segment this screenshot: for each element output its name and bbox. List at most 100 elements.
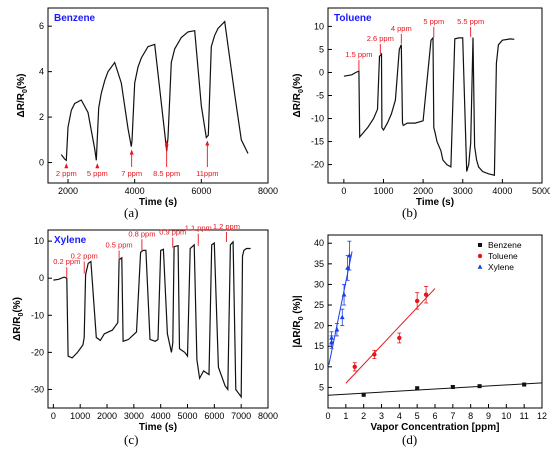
- data-point-xylene: [341, 292, 347, 297]
- x-tick-label: 0: [51, 411, 56, 421]
- annotation-label: 5 ppm: [423, 17, 444, 26]
- annotation-label: 1.5 ppm: [345, 50, 372, 59]
- annotation-label: 8.5 ppm: [153, 169, 180, 178]
- y-tick-label: -20: [311, 160, 324, 170]
- x-tick-label: 12: [537, 411, 547, 421]
- x-axis-label: Time (s): [139, 197, 177, 208]
- panel-tag-d: (d): [402, 432, 418, 447]
- x-tick-label: 0: [325, 411, 330, 421]
- y-tick-label: 10: [314, 362, 324, 372]
- y-axis-label: |ΔR/R0 (%)|: [292, 295, 305, 347]
- x-tick-label: 1000: [70, 411, 90, 421]
- data-point-xylene: [329, 335, 334, 340]
- data-point-benzene: [522, 382, 527, 387]
- panel-tag-a: (a): [124, 205, 139, 220]
- y-tick-label: 0: [39, 158, 44, 168]
- x-tick-label: 5: [415, 411, 420, 421]
- x-tick-label: 2000: [58, 186, 78, 196]
- legend-label: Benzene: [488, 240, 522, 250]
- data-point-xylene: [345, 265, 351, 270]
- y-tick-label: 2: [39, 112, 44, 122]
- annotation-label: 4 ppm: [391, 24, 412, 33]
- x-axis-label: Vapor Concentration [ppm]: [371, 422, 500, 433]
- x-tick-label: 4: [397, 411, 402, 421]
- x-tick-label: 6000: [204, 411, 224, 421]
- y-tick-label: -15: [311, 137, 324, 147]
- annotation-label: 1.1 ppm: [185, 224, 212, 233]
- y-tick-label: -20: [31, 347, 44, 357]
- legend-marker: [477, 253, 483, 259]
- y-tick-label: 35: [314, 259, 324, 269]
- data-point-xylene: [339, 314, 345, 320]
- x-tick-label: 6000: [191, 186, 211, 196]
- data-point-toluene: [372, 352, 377, 357]
- x-tick-label: 11: [519, 411, 528, 421]
- legend-label: Toluene: [488, 251, 518, 261]
- y-tick-label: 4: [39, 67, 44, 77]
- data-point-benzene: [415, 386, 420, 391]
- annotation-label: 2.6 ppm: [367, 34, 394, 43]
- data-point-toluene: [423, 292, 429, 297]
- y-tick-label: 10: [314, 21, 324, 31]
- y-tick-label: 6: [39, 21, 44, 31]
- x-tick-label: 5000: [177, 411, 197, 421]
- response-trace: [53, 240, 251, 399]
- fit-line-benzene: [327, 382, 543, 396]
- annotation-label: 11ppm: [196, 169, 218, 178]
- y-axis-label: ΔR/R0(%): [12, 297, 25, 341]
- y-tick-label: 5: [319, 382, 324, 392]
- x-tick-label: 0: [341, 186, 346, 196]
- x-tick-label: 2000: [97, 411, 117, 421]
- x-tick-label: 8: [468, 411, 473, 421]
- annotation-arrowhead: [164, 140, 169, 146]
- annotation-arrowhead: [129, 149, 134, 155]
- x-tick-label: 7000: [231, 411, 251, 421]
- annotation-label: 1.2 ppm: [213, 222, 240, 231]
- panel-tag-c: (c): [124, 432, 139, 447]
- y-tick-label: 20: [314, 321, 324, 331]
- chart-c: 0 1000 2000 3000 4000 5000 6000 7000 8000 -30 -20 -…: [12, 222, 278, 433]
- y-tick-label: 5: [319, 44, 324, 54]
- data-point-toluene: [352, 364, 357, 370]
- panel-tag-b: (b): [402, 205, 418, 220]
- y-tick-label: 40: [314, 238, 324, 248]
- y-tick-label: 0: [319, 67, 324, 77]
- gas-label: Xylene: [54, 235, 87, 246]
- x-tick-label: 4000: [492, 186, 512, 196]
- annotation-label: 5.5 ppm: [457, 17, 484, 26]
- x-tick-label: 10: [501, 411, 511, 421]
- annotation-arrowhead: [64, 163, 69, 169]
- response-trace: [60, 20, 249, 162]
- y-tick-label: 25: [314, 300, 324, 310]
- gas-label: Benzene: [54, 13, 96, 24]
- y-axis-label: ΔR/R0(%): [16, 74, 29, 118]
- gas-label: Toluene: [334, 13, 372, 24]
- x-tick-label: 6: [432, 411, 437, 421]
- response-trace: [343, 36, 515, 176]
- x-tick-label: 9: [486, 411, 491, 421]
- y-axis-label: ΔR/R0(%): [292, 74, 305, 118]
- data-point-xylene: [347, 252, 352, 258]
- y-tick-label: -10: [31, 310, 44, 320]
- annotation-label: 0.9 ppm: [159, 228, 186, 237]
- legend-label: Xylene: [488, 262, 514, 272]
- x-tick-label: 4000: [125, 186, 145, 196]
- x-axis-label: Time (s): [416, 197, 454, 208]
- annotation-label: 2 ppm: [56, 169, 77, 178]
- plot-frame: [47, 229, 269, 409]
- legend-marker: [478, 243, 482, 247]
- annotation-arrowhead: [205, 140, 210, 146]
- y-tick-label: -30: [31, 384, 44, 394]
- legend-marker: [477, 264, 483, 269]
- x-tick-label: 4000: [151, 411, 171, 421]
- y-tick-label: 0: [39, 273, 44, 283]
- data-point-toluene: [414, 298, 420, 304]
- annotation-arrowhead: [95, 163, 100, 169]
- fit-line-toluene: [345, 288, 436, 384]
- plot-frame: [327, 7, 543, 184]
- x-tick-label: 1000: [373, 186, 393, 196]
- x-tick-label: 2: [361, 411, 366, 421]
- x-tick-label: 8000: [258, 186, 278, 196]
- x-axis-label: Time (s): [139, 422, 177, 433]
